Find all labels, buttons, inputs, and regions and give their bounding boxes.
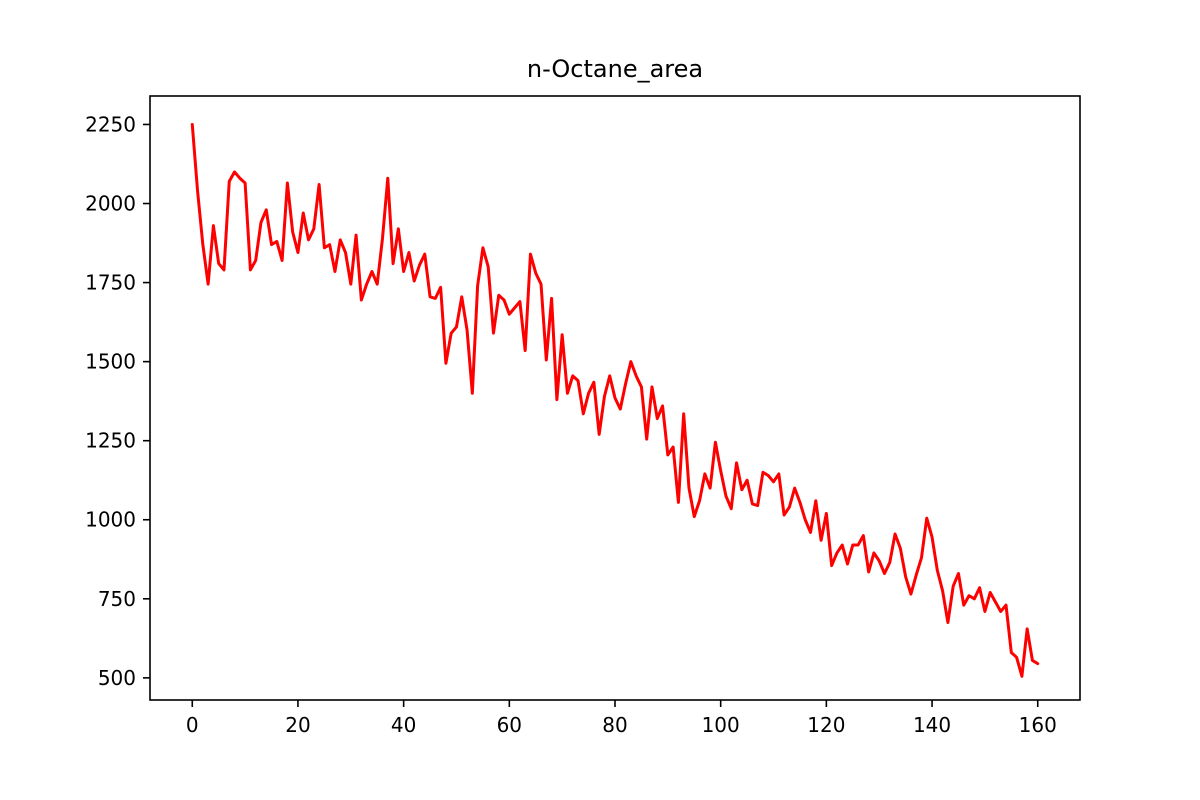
- x-tick-label: 60: [497, 713, 522, 737]
- x-axis-ticks: 0 20 40 60 80 100 120 140 160: [186, 700, 1057, 737]
- x-tick-label: 100: [702, 713, 740, 737]
- x-tick-label: 20: [285, 713, 310, 737]
- y-tick-label: 1500: [85, 350, 136, 374]
- x-tick-label: 140: [913, 713, 951, 737]
- y-tick-label: 2000: [85, 192, 136, 216]
- y-tick-label: 1000: [85, 508, 136, 532]
- chart-title: n-Octane_area: [527, 55, 703, 83]
- x-tick-label: 160: [1019, 713, 1057, 737]
- y-axis-ticks: 500 750 1000 1250 1500 1750 2000 2250: [85, 112, 150, 690]
- x-tick-label: 80: [602, 713, 627, 737]
- y-tick-label: 1250: [85, 429, 136, 453]
- y-tick-label: 2250: [85, 112, 136, 136]
- y-tick-label: 1750: [85, 271, 136, 295]
- series-line: [190, 122, 1040, 678]
- x-tick-label: 120: [807, 713, 845, 737]
- plot-series: [190, 122, 1040, 678]
- x-tick-label: 0: [186, 713, 199, 737]
- y-tick-label: 500: [98, 666, 136, 690]
- x-tick-label: 40: [391, 713, 416, 737]
- y-tick-label: 750: [98, 587, 136, 611]
- plot-frame: [149, 95, 1081, 701]
